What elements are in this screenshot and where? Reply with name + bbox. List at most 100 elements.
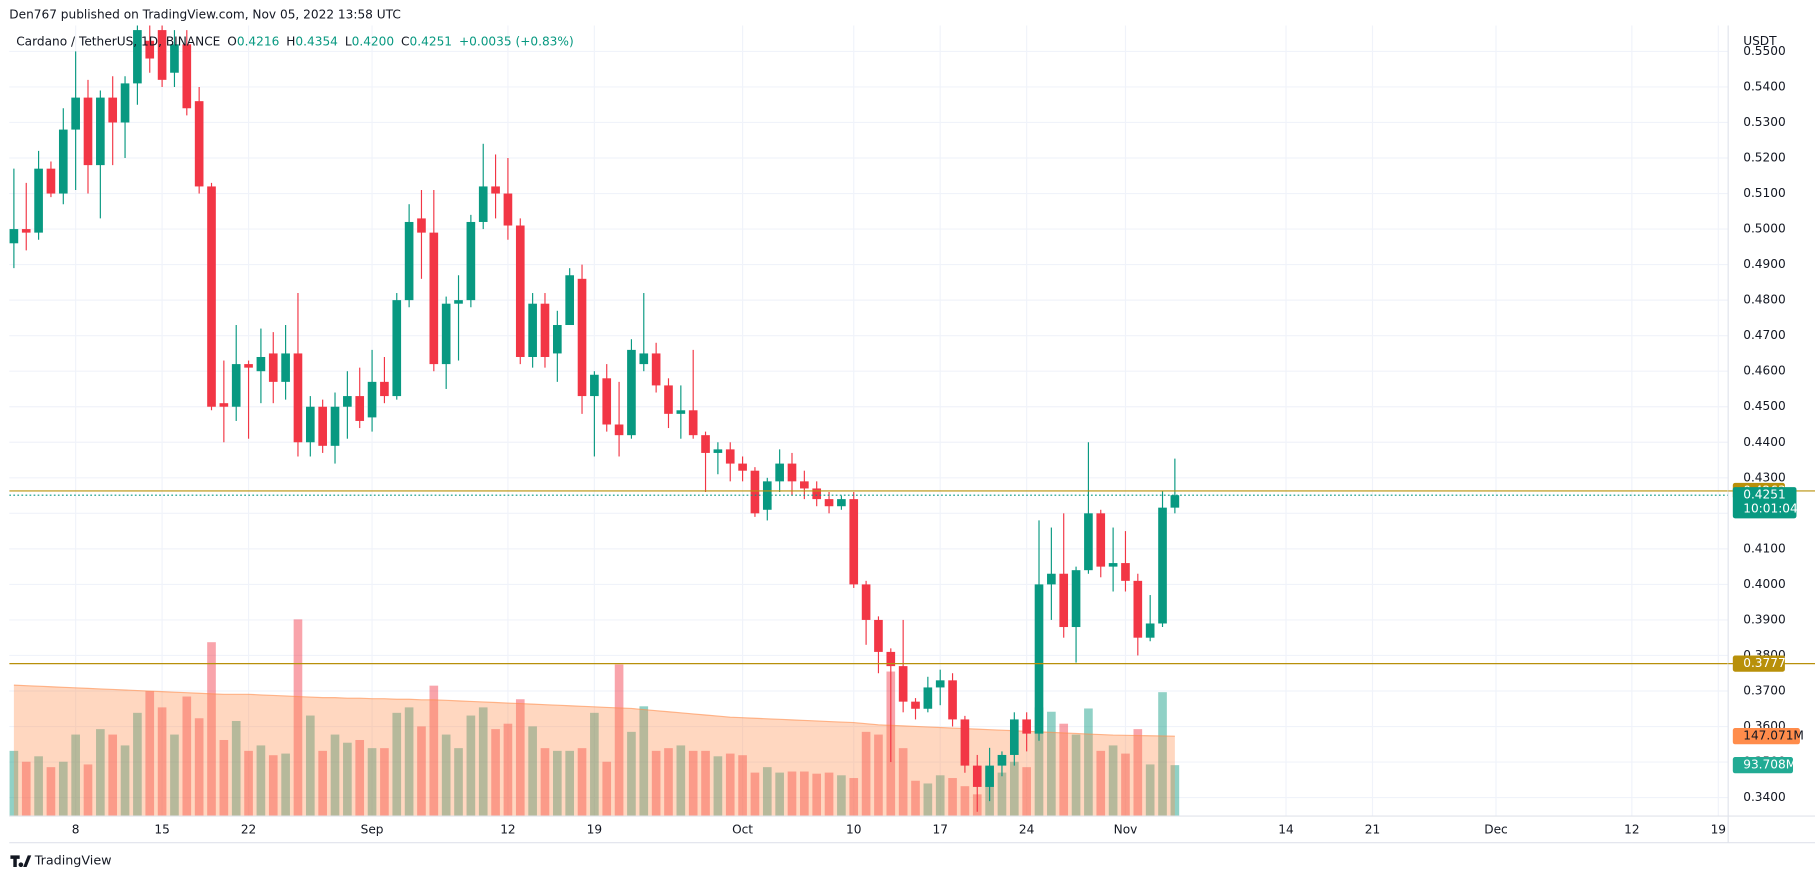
candle-body	[392, 300, 402, 397]
volume-bar	[194, 718, 204, 817]
volume-bar	[244, 750, 253, 817]
y-tick-label: 0.3900	[1743, 612, 1785, 626]
candle-body	[787, 463, 797, 482]
candle-body	[565, 275, 575, 326]
candle-body	[1071, 570, 1081, 628]
candle-body	[627, 349, 636, 436]
volume-bar	[1121, 753, 1130, 817]
candle-body	[935, 680, 945, 688]
y-tick-label: 0.3400	[1743, 790, 1785, 804]
y-tick-label: 0.4600	[1743, 364, 1785, 378]
high-value: 0.4354	[295, 34, 338, 48]
candle-body	[9, 229, 19, 244]
candle-body	[651, 353, 661, 386]
candle-body	[725, 449, 735, 464]
x-tick-label: 22	[241, 822, 256, 836]
candle-body	[775, 463, 784, 482]
volume-bar	[824, 772, 834, 817]
volume-bar	[935, 775, 945, 817]
candle-body	[207, 186, 216, 407]
x-tick-label: Sep	[361, 822, 384, 836]
candle-body	[960, 719, 970, 766]
volume-bar	[454, 748, 463, 817]
close-key: C	[401, 34, 409, 48]
candle-body	[1047, 573, 1056, 585]
candle-body	[71, 97, 80, 130]
low-key: L	[345, 34, 352, 48]
x-tick-label: 8	[72, 822, 80, 836]
candle-body	[219, 403, 229, 407]
candle-body	[676, 410, 686, 414]
x-tick-label: 24	[1019, 822, 1035, 836]
volume-bar	[1108, 745, 1118, 817]
volume-bar	[380, 748, 389, 817]
candle-body	[83, 97, 93, 166]
countdown-label: 10:01:04	[1743, 502, 1798, 516]
volume-bar	[800, 771, 809, 817]
volume-bar	[602, 761, 612, 817]
volume-bar	[1047, 711, 1056, 817]
volume-bar	[725, 753, 735, 817]
y-tick-label: 0.4500	[1743, 399, 1785, 413]
volume-bar	[305, 715, 315, 817]
volume-bar	[21, 761, 31, 817]
volume-bar	[133, 712, 142, 817]
volume-bar	[528, 726, 537, 817]
candle-body	[639, 353, 649, 365]
volume-bar	[861, 731, 871, 817]
volume-bar	[1071, 734, 1081, 817]
candle-body	[1022, 719, 1031, 734]
volume-bar	[367, 748, 377, 817]
candle-body	[800, 481, 809, 489]
volume-bar	[268, 755, 278, 817]
y-tick-label: 0.3700	[1743, 683, 1785, 697]
candle-body	[293, 353, 303, 443]
close-value: 0.4251	[410, 34, 452, 48]
y-tick-label: 0.5100	[1743, 186, 1785, 200]
x-tick-label: Oct	[732, 822, 753, 836]
candle-body	[874, 619, 883, 652]
candle-body	[21, 229, 31, 233]
high-key: H	[286, 34, 295, 48]
volume-bar	[701, 750, 710, 817]
candle-body	[1108, 563, 1118, 567]
volume-bar	[96, 729, 105, 817]
x-tick-label: 10	[846, 822, 861, 836]
candle-body	[244, 364, 253, 368]
volume-bar	[343, 742, 352, 817]
volume-bar	[565, 750, 575, 817]
x-tick-label: 21	[1365, 822, 1380, 836]
level-label: 0.3777	[1743, 656, 1785, 670]
candle-body	[108, 97, 118, 123]
volume-bar	[738, 755, 747, 817]
candle-body	[34, 168, 43, 233]
volume-bar	[997, 772, 1007, 817]
ohlc-legend: Cardano / TetherUS, 1D, BINANCE O0.4216 H0…	[16, 34, 573, 48]
currency: USDT	[1743, 34, 1777, 48]
volume-bar	[1145, 764, 1155, 817]
y-tick-label: 0.5300	[1743, 115, 1785, 129]
footer-logo: TradingView	[10, 854, 112, 869]
volume-bar	[182, 696, 192, 817]
candle-body	[441, 303, 451, 365]
y-tick-label: 0.5200	[1743, 151, 1785, 165]
volume-bar	[812, 773, 822, 817]
volume-bar	[1022, 767, 1031, 817]
candle-body	[343, 396, 352, 407]
volume-bar	[429, 685, 439, 817]
publish-header: Den767 published on TradingView.com, Nov…	[9, 8, 401, 22]
candle-body	[540, 303, 550, 357]
volume-bar	[590, 712, 599, 817]
candle-body	[713, 449, 723, 453]
volume-bar	[108, 734, 118, 817]
last-price-label: 0.4251	[1743, 488, 1785, 502]
y-tick-label: 0.4300	[1743, 470, 1785, 484]
symbol: Cardano / TetherUS, 1D, BINANCE	[16, 34, 220, 48]
volume-bar	[256, 745, 266, 817]
candle-body	[664, 385, 673, 414]
volume-bar	[639, 706, 649, 817]
volume-bar	[898, 748, 908, 817]
